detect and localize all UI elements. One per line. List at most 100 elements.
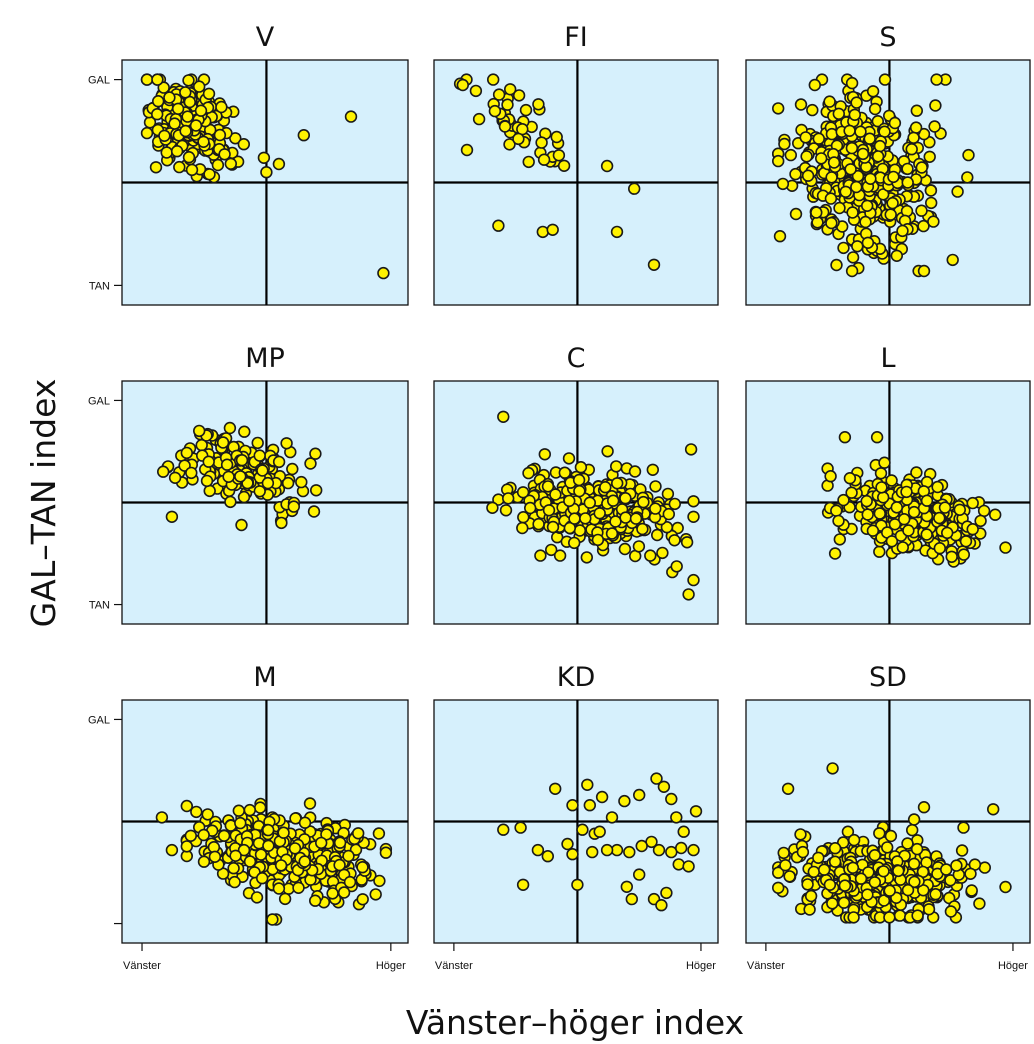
- data-point: [542, 504, 556, 517]
- data-point: [670, 560, 683, 573]
- data-point: [885, 535, 899, 548]
- data-point: [469, 84, 483, 98]
- data-point: [896, 541, 909, 554]
- x-tick-label: Höger: [686, 960, 716, 972]
- data-point: [826, 762, 839, 775]
- data-point: [957, 548, 970, 561]
- data-point: [553, 549, 567, 562]
- data-point: [168, 471, 182, 484]
- data-point: [838, 879, 852, 892]
- data-point: [966, 496, 979, 510]
- data-point: [531, 843, 545, 857]
- data-point: [599, 481, 612, 494]
- data-point: [817, 863, 831, 876]
- data-point: [689, 805, 703, 818]
- data-point: [237, 490, 251, 504]
- data-point: [886, 196, 899, 210]
- data-point: [779, 858, 792, 872]
- data-point: [157, 465, 170, 478]
- data-point: [228, 875, 241, 889]
- data-point: [182, 74, 195, 87]
- data-point: [868, 102, 882, 116]
- data-point: [184, 829, 198, 842]
- data-point: [986, 803, 1000, 816]
- data-point: [492, 219, 505, 232]
- data-point: [878, 456, 891, 469]
- data-point: [828, 841, 842, 855]
- data-point: [939, 863, 953, 876]
- data-point: [272, 882, 286, 895]
- data-point: [888, 518, 902, 531]
- data-point: [951, 185, 964, 198]
- y-tick-label: GAL: [88, 395, 110, 407]
- data-point: [185, 466, 198, 480]
- data-point: [522, 155, 535, 169]
- data-point: [806, 103, 819, 117]
- data-point: [227, 861, 240, 875]
- data-point: [220, 458, 234, 471]
- data-point: [605, 811, 619, 824]
- data-point: [807, 865, 820, 879]
- data-point: [801, 169, 815, 182]
- data-point: [832, 107, 845, 121]
- data-point: [583, 798, 596, 812]
- data-point: [851, 240, 864, 253]
- data-point: [863, 132, 876, 145]
- data-point: [546, 223, 559, 237]
- data-point: [256, 871, 269, 885]
- data-point: [804, 889, 818, 903]
- data-point: [304, 457, 317, 470]
- data-point: [229, 849, 242, 862]
- data-point: [687, 495, 700, 508]
- data-point: [536, 225, 549, 239]
- data-point: [866, 524, 880, 537]
- data-point: [190, 805, 203, 819]
- data-point: [844, 163, 857, 176]
- data-point: [973, 897, 986, 910]
- panel-fi: FI: [433, 22, 719, 306]
- data-point: [619, 511, 632, 524]
- data-point: [812, 851, 825, 864]
- data-point: [883, 911, 896, 924]
- data-point: [266, 913, 279, 926]
- data-point: [777, 846, 790, 860]
- data-point: [566, 847, 579, 861]
- data-point: [512, 132, 525, 146]
- data-point: [873, 507, 886, 520]
- data-point: [931, 480, 944, 494]
- data-point: [880, 841, 894, 854]
- data-point: [876, 491, 890, 504]
- data-point: [988, 508, 1002, 521]
- data-point: [632, 868, 646, 881]
- data-point: [344, 110, 358, 123]
- data-point: [333, 836, 347, 849]
- data-point: [171, 102, 185, 116]
- data-point: [953, 503, 966, 516]
- data-point: [826, 897, 839, 910]
- data-point: [637, 495, 650, 509]
- data-point: [140, 126, 154, 140]
- data-point: [356, 860, 369, 874]
- data-point: [333, 858, 346, 872]
- data-point: [216, 436, 230, 449]
- data-point: [652, 843, 666, 857]
- data-point: [850, 180, 863, 194]
- data-point: [619, 492, 632, 505]
- data-point: [905, 823, 919, 837]
- data-point: [181, 110, 194, 123]
- data-point: [610, 225, 624, 239]
- data-point: [668, 534, 681, 547]
- data-point: [629, 512, 643, 525]
- data-point: [647, 258, 661, 271]
- data-point: [825, 216, 838, 230]
- data-point: [771, 154, 785, 168]
- panel-c: C: [433, 343, 719, 625]
- data-point: [158, 129, 171, 143]
- data-point: [661, 487, 675, 501]
- data-point: [868, 876, 881, 889]
- data-point: [326, 887, 339, 900]
- data-point: [456, 78, 469, 92]
- data-point: [900, 485, 913, 499]
- data-point: [940, 526, 954, 540]
- data-point: [901, 883, 915, 897]
